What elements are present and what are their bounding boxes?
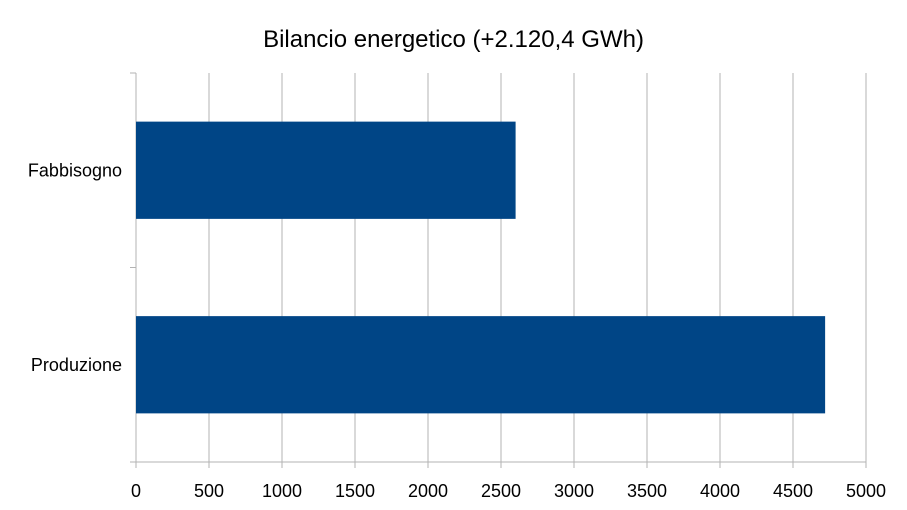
- bar: [136, 316, 826, 414]
- x-tick-label: 500: [194, 481, 224, 501]
- x-tick-label: 4500: [773, 481, 813, 501]
- x-tick-label: 5000: [846, 481, 886, 501]
- category-label: Fabbisogno: [28, 160, 122, 180]
- x-tick-label: 3500: [627, 481, 667, 501]
- x-tick-label: 4000: [700, 481, 740, 501]
- x-tick-label: 1500: [335, 481, 375, 501]
- x-tick-label: 1000: [262, 481, 302, 501]
- bar: [136, 121, 516, 219]
- chart-title: Bilancio energetico (+2.120,4 GWh): [263, 26, 644, 53]
- x-tick-label: 3000: [554, 481, 594, 501]
- x-tick-label: 2500: [481, 481, 521, 501]
- x-tick-label: 2000: [408, 481, 448, 501]
- x-tick-label: 0: [131, 481, 141, 501]
- category-label: Produzione: [31, 355, 122, 375]
